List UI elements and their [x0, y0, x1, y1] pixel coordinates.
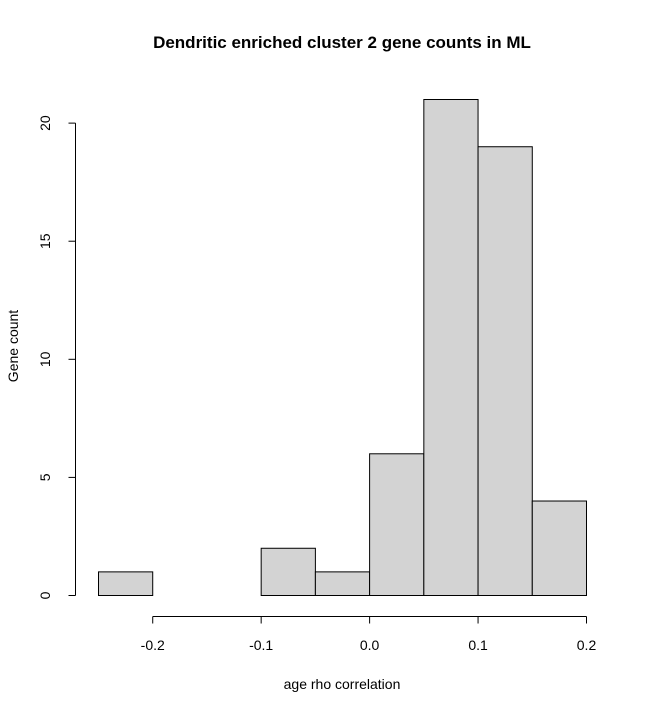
- x-axis-label: age rho correlation: [284, 676, 401, 692]
- x-tick-label: 0.2: [577, 637, 597, 653]
- histogram-bar: [477, 146, 533, 597]
- histogram-bar: [531, 500, 588, 596]
- y-tick-label: 15: [37, 233, 53, 249]
- y-axis-label: Gene count: [5, 310, 21, 382]
- y-tick-label: 0: [37, 591, 53, 599]
- histogram-bar: [423, 99, 479, 596]
- y-tick-label: 10: [37, 351, 53, 367]
- histogram-bars: [98, 99, 588, 597]
- x-tick-label: -0.1: [249, 637, 273, 653]
- histogram-bar: [260, 547, 316, 597]
- histogram-bar: [314, 571, 371, 597]
- y-tick-label: 5: [37, 473, 53, 481]
- y-axis: 0 5 10 15 20: [37, 115, 76, 599]
- x-axis: -0.2 -0.1 0.0 0.1 0.2: [141, 616, 597, 653]
- histogram-bar: [369, 453, 425, 597]
- x-tick-label: 0.0: [360, 637, 380, 653]
- histogram-bar: [98, 571, 154, 597]
- y-tick-label: 20: [37, 115, 53, 131]
- x-tick-label: -0.2: [141, 637, 165, 653]
- x-tick-label: 0.1: [468, 637, 488, 653]
- chart-title: Dendritic enriched cluster 2 gene counts…: [153, 33, 531, 52]
